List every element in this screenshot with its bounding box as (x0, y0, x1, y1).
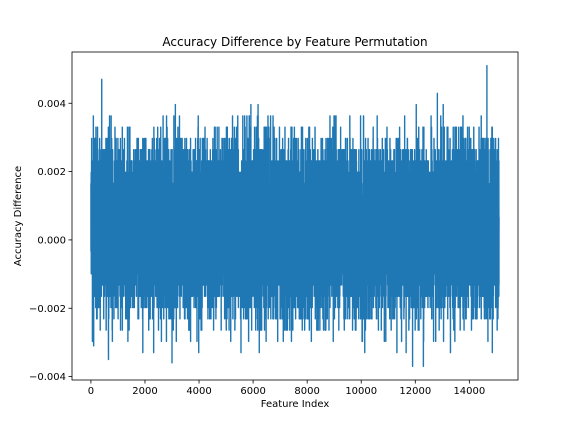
axes-frame (71, 51, 519, 381)
x-tick-label: 4000 (186, 386, 211, 397)
y-axis-label: Accuracy Difference (13, 166, 24, 266)
y-tick-label: −0.002 (29, 304, 66, 315)
y-axis: −0.004 −0.002 0.000 0.002 0.004 (29, 99, 72, 383)
x-tick-label: 10000 (345, 386, 377, 397)
y-tick-label: 0.004 (37, 99, 66, 110)
series-line (90, 64, 500, 368)
x-axis-label: Feature Index (261, 399, 330, 410)
x-tick-label: 12000 (399, 386, 431, 397)
plot-area (90, 64, 500, 368)
chart-title: Accuracy Difference by Feature Permutati… (162, 35, 427, 49)
x-axis: 0 2000 4000 6000 8000 10000 12000 14000 (88, 380, 485, 397)
x-tick-label: 8000 (294, 386, 319, 397)
x-tick-label: 2000 (132, 386, 157, 397)
y-tick-label: 0.002 (37, 167, 66, 178)
x-tick-label: 0 (88, 386, 94, 397)
x-tick-label: 6000 (240, 386, 265, 397)
y-tick-label: −0.004 (29, 372, 66, 383)
x-tick-label: 14000 (453, 386, 485, 397)
y-tick-label: 0.000 (37, 235, 66, 246)
